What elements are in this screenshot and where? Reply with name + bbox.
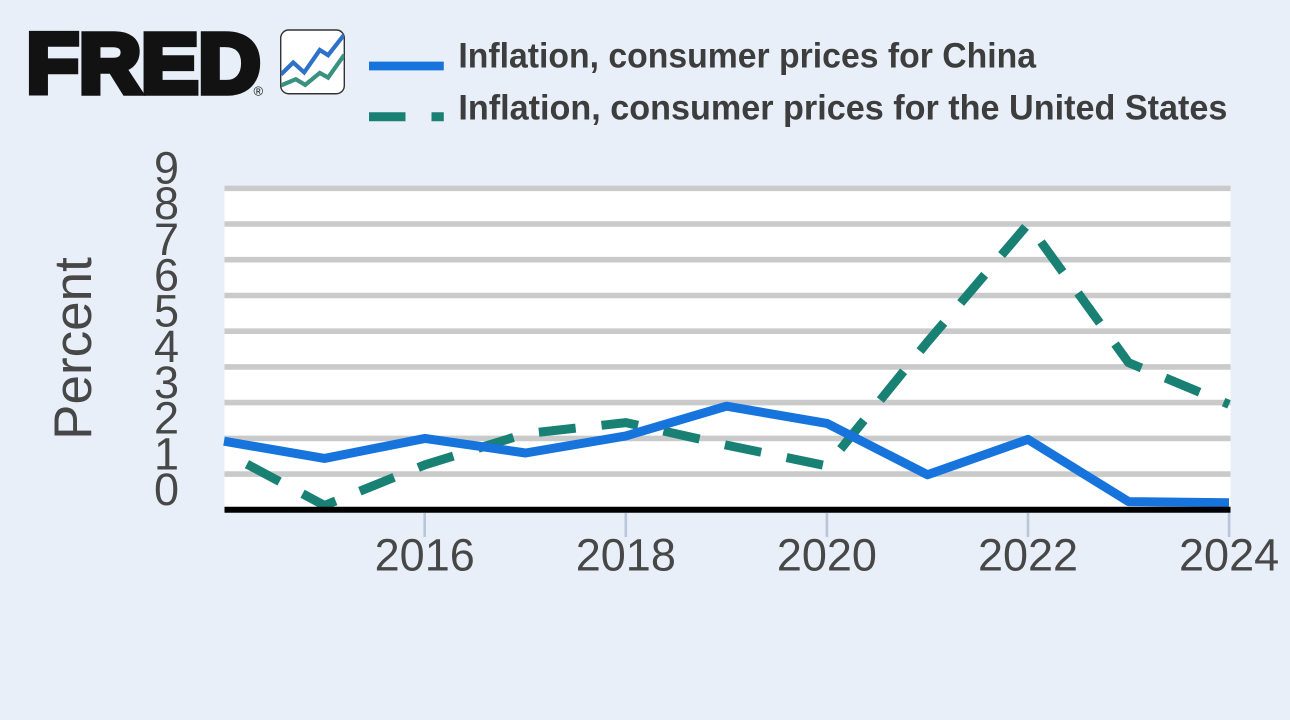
svg-text:1: 1 bbox=[154, 428, 179, 479]
svg-text:Percent: Percent bbox=[44, 257, 103, 440]
svg-text:Inflation, consumer prices for: Inflation, consumer prices for the Unite… bbox=[458, 89, 1227, 128]
svg-text:6: 6 bbox=[154, 250, 179, 301]
svg-text:8: 8 bbox=[154, 178, 179, 229]
svg-text:2020: 2020 bbox=[777, 530, 877, 581]
svg-text:FRED: FRED bbox=[27, 17, 261, 111]
svg-text:2016: 2016 bbox=[375, 530, 475, 581]
svg-text:2018: 2018 bbox=[576, 530, 676, 581]
svg-text:2024: 2024 bbox=[1179, 530, 1279, 581]
svg-text:7: 7 bbox=[154, 214, 179, 265]
svg-text:9: 9 bbox=[154, 143, 179, 194]
svg-text:0: 0 bbox=[154, 464, 179, 515]
svg-text:Inflation, consumer prices for: Inflation, consumer prices for China bbox=[458, 36, 1036, 75]
svg-text:2022: 2022 bbox=[978, 530, 1078, 581]
svg-text:3: 3 bbox=[154, 357, 179, 408]
svg-text:®: ® bbox=[254, 84, 264, 99]
svg-text:2: 2 bbox=[154, 393, 179, 444]
svg-text:5: 5 bbox=[154, 285, 179, 336]
svg-text:4: 4 bbox=[154, 321, 179, 372]
